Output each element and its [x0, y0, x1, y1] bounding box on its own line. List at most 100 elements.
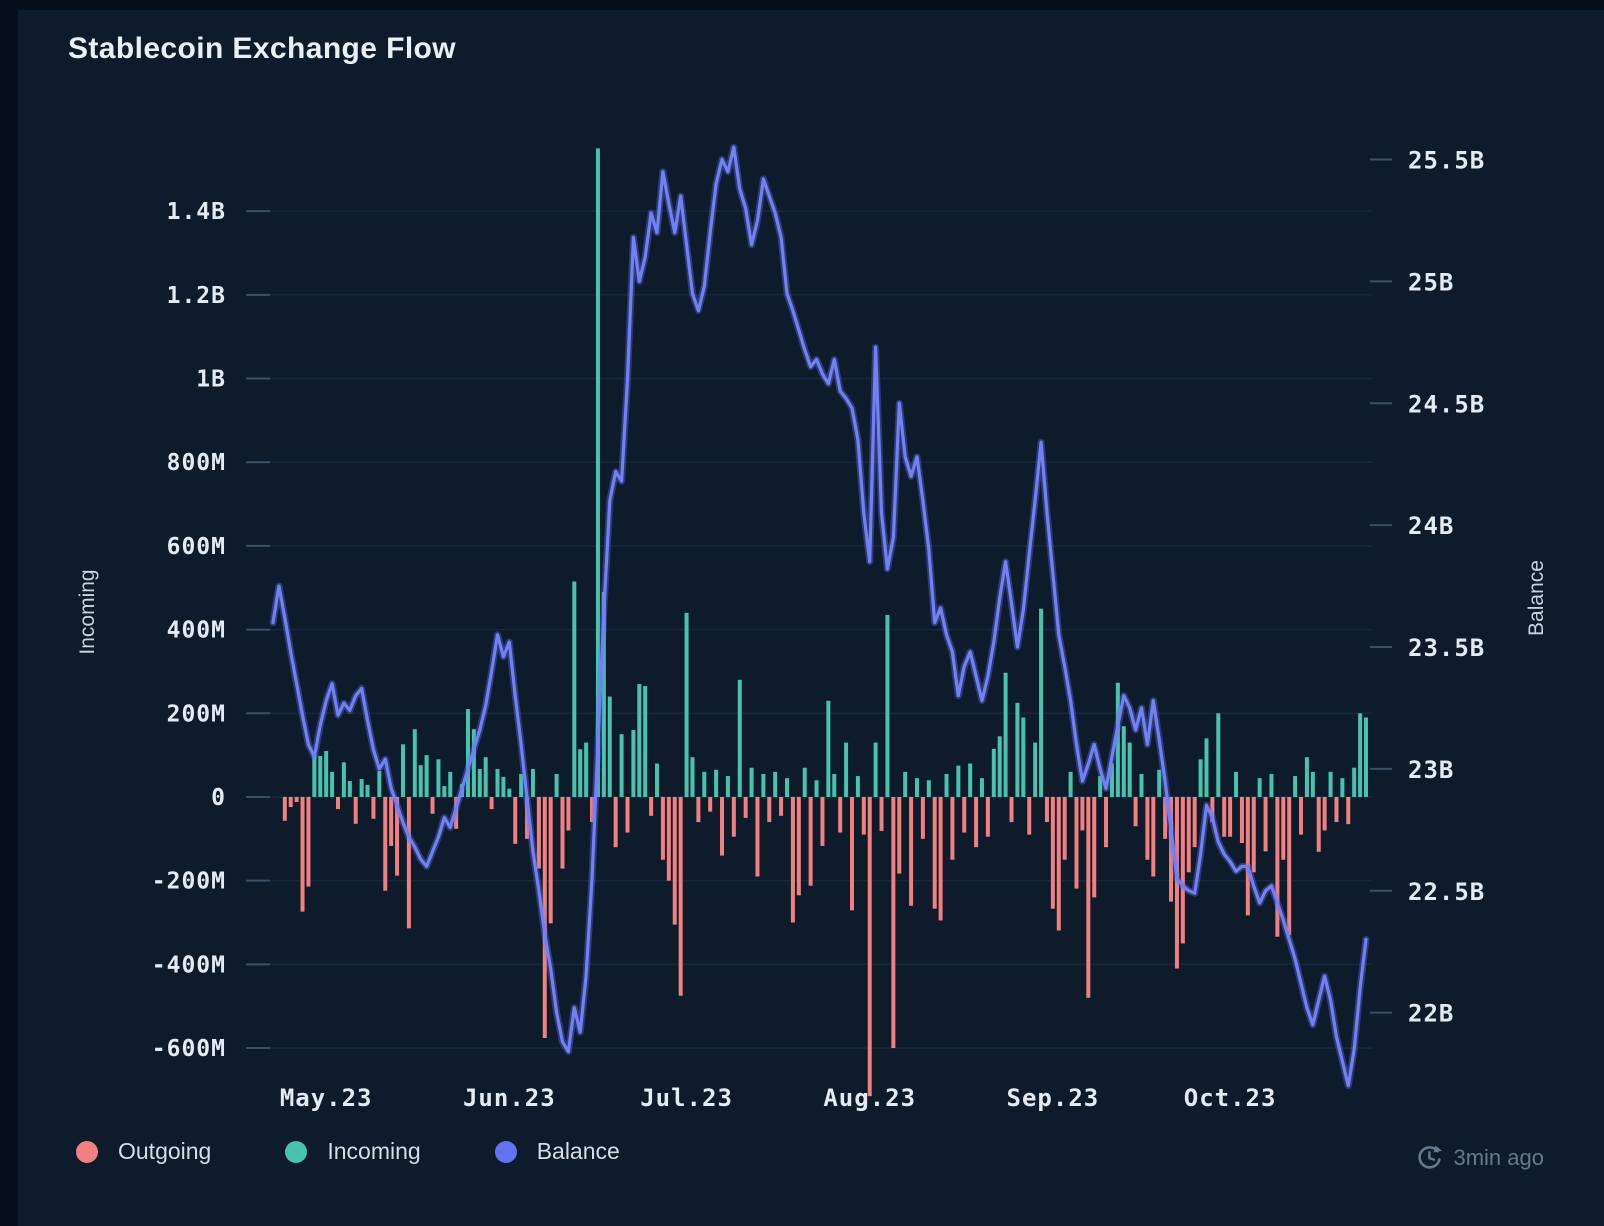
incoming-bar[interactable] [1358, 713, 1363, 797]
outgoing-bar[interactable] [708, 796, 713, 812]
outgoing-bar[interactable] [1074, 796, 1079, 889]
outgoing-bar[interactable] [1092, 796, 1097, 898]
outgoing-bar[interactable] [1239, 796, 1244, 844]
outgoing-bar[interactable] [306, 796, 311, 887]
outgoing-bar[interactable] [613, 796, 618, 848]
outgoing-bar[interactable] [932, 796, 937, 909]
outgoing-bar[interactable] [1228, 796, 1233, 837]
incoming-bar[interactable] [873, 742, 878, 797]
outgoing-bar[interactable] [353, 796, 358, 824]
outgoing-bar[interactable] [731, 796, 736, 837]
incoming-bar[interactable] [956, 765, 961, 797]
outgoing-bar[interactable] [779, 796, 784, 816]
outgoing-bar[interactable] [1251, 796, 1256, 873]
outgoing-bar[interactable] [938, 796, 943, 921]
incoming-bar[interactable] [885, 614, 890, 797]
incoming-bar[interactable] [507, 788, 512, 797]
outgoing-bar[interactable] [1222, 796, 1227, 837]
outgoing-bar[interactable] [897, 796, 902, 874]
outgoing-bar[interactable] [891, 796, 896, 1049]
outgoing-bar[interactable] [672, 796, 677, 925]
incoming-bar[interactable] [483, 757, 488, 797]
legend-item-balance[interactable]: Balance [494, 1138, 620, 1165]
incoming-bar[interactable] [442, 786, 447, 797]
outgoing-bar[interactable] [985, 796, 990, 837]
incoming-bar[interactable] [749, 767, 754, 797]
incoming-bar[interactable] [1304, 757, 1309, 797]
incoming-bar[interactable] [424, 755, 429, 797]
incoming-bar[interactable] [1328, 771, 1333, 797]
incoming-bar[interactable] [1364, 717, 1368, 797]
incoming-bar[interactable] [448, 771, 453, 797]
incoming-bar[interactable] [690, 757, 695, 797]
incoming-bar[interactable] [944, 773, 949, 797]
incoming-bar[interactable] [1021, 717, 1026, 797]
outgoing-bar[interactable] [849, 796, 854, 911]
incoming-bar[interactable] [341, 762, 346, 797]
incoming-bar[interactable] [412, 729, 417, 797]
outgoing-bar[interactable] [660, 796, 665, 860]
incoming-bar[interactable] [1109, 763, 1114, 797]
incoming-bar[interactable] [655, 763, 660, 797]
incoming-bar[interactable] [400, 744, 405, 797]
outgoing-bar[interactable] [536, 796, 541, 869]
incoming-bar[interactable] [347, 781, 352, 797]
outgoing-bar[interactable] [1174, 796, 1179, 969]
incoming-bar[interactable] [1198, 759, 1203, 797]
outgoing-bar[interactable] [743, 796, 748, 818]
incoming-bar[interactable] [761, 773, 766, 797]
incoming-bar[interactable] [855, 776, 860, 797]
incoming-bar[interactable] [365, 784, 370, 797]
outgoing-bar[interactable] [542, 796, 547, 1039]
incoming-bar[interactable] [773, 771, 778, 797]
incoming-bar[interactable] [501, 776, 506, 797]
incoming-bar[interactable] [714, 769, 719, 797]
incoming-bar[interactable] [554, 773, 559, 797]
incoming-bar[interactable] [737, 679, 742, 797]
incoming-bar[interactable] [1293, 776, 1298, 797]
incoming-bar[interactable] [495, 768, 500, 797]
incoming-bar[interactable] [1157, 769, 1162, 797]
incoming-bar[interactable] [1068, 771, 1073, 797]
outgoing-bar[interactable] [962, 796, 967, 833]
incoming-bar[interactable] [1216, 713, 1221, 797]
outgoing-bar[interactable] [1027, 796, 1032, 835]
outgoing-bar[interactable] [395, 796, 400, 876]
outgoing-bar[interactable] [1281, 796, 1286, 860]
outgoing-bar[interactable] [790, 796, 795, 923]
outgoing-bar[interactable] [590, 796, 595, 823]
outgoing-bar[interactable] [1050, 796, 1055, 909]
outgoing-bar[interactable] [909, 796, 914, 906]
outgoing-bar[interactable] [300, 796, 305, 912]
incoming-bar[interactable] [1234, 771, 1239, 797]
incoming-bar[interactable] [968, 763, 973, 797]
outgoing-bar[interactable] [1056, 796, 1061, 931]
incoming-bar[interactable] [607, 696, 612, 797]
outgoing-bar[interactable] [1275, 796, 1280, 937]
incoming-bar[interactable] [926, 780, 931, 797]
legend-item-outgoing[interactable]: Outgoing [76, 1138, 211, 1165]
outgoing-bar[interactable] [1192, 796, 1197, 848]
incoming-bar[interactable] [802, 767, 807, 797]
incoming-bar[interactable] [1015, 702, 1020, 797]
outgoing-bar[interactable] [282, 796, 287, 821]
incoming-bar[interactable] [601, 591, 606, 797]
incoming-bar[interactable] [595, 148, 600, 797]
incoming-bar[interactable] [914, 778, 919, 797]
outgoing-bar[interactable] [383, 796, 388, 891]
incoming-bar[interactable] [1204, 738, 1209, 797]
outgoing-bar[interactable] [755, 796, 760, 877]
outgoing-bar[interactable] [696, 796, 701, 823]
outgoing-bar[interactable] [548, 796, 553, 924]
outgoing-bar[interactable] [371, 796, 376, 819]
outgoing-bar[interactable] [288, 796, 293, 808]
incoming-bar[interactable] [1257, 778, 1262, 797]
outgoing-bar[interactable] [1151, 796, 1156, 877]
balance-line-path[interactable] [271, 145, 1368, 1088]
incoming-bar[interactable] [643, 686, 648, 797]
incoming-bar[interactable] [725, 776, 730, 797]
outgoing-bar[interactable] [406, 796, 411, 929]
outgoing-bar[interactable] [389, 796, 394, 846]
incoming-bar[interactable] [1033, 742, 1038, 797]
outgoing-bar[interactable] [1186, 796, 1191, 873]
